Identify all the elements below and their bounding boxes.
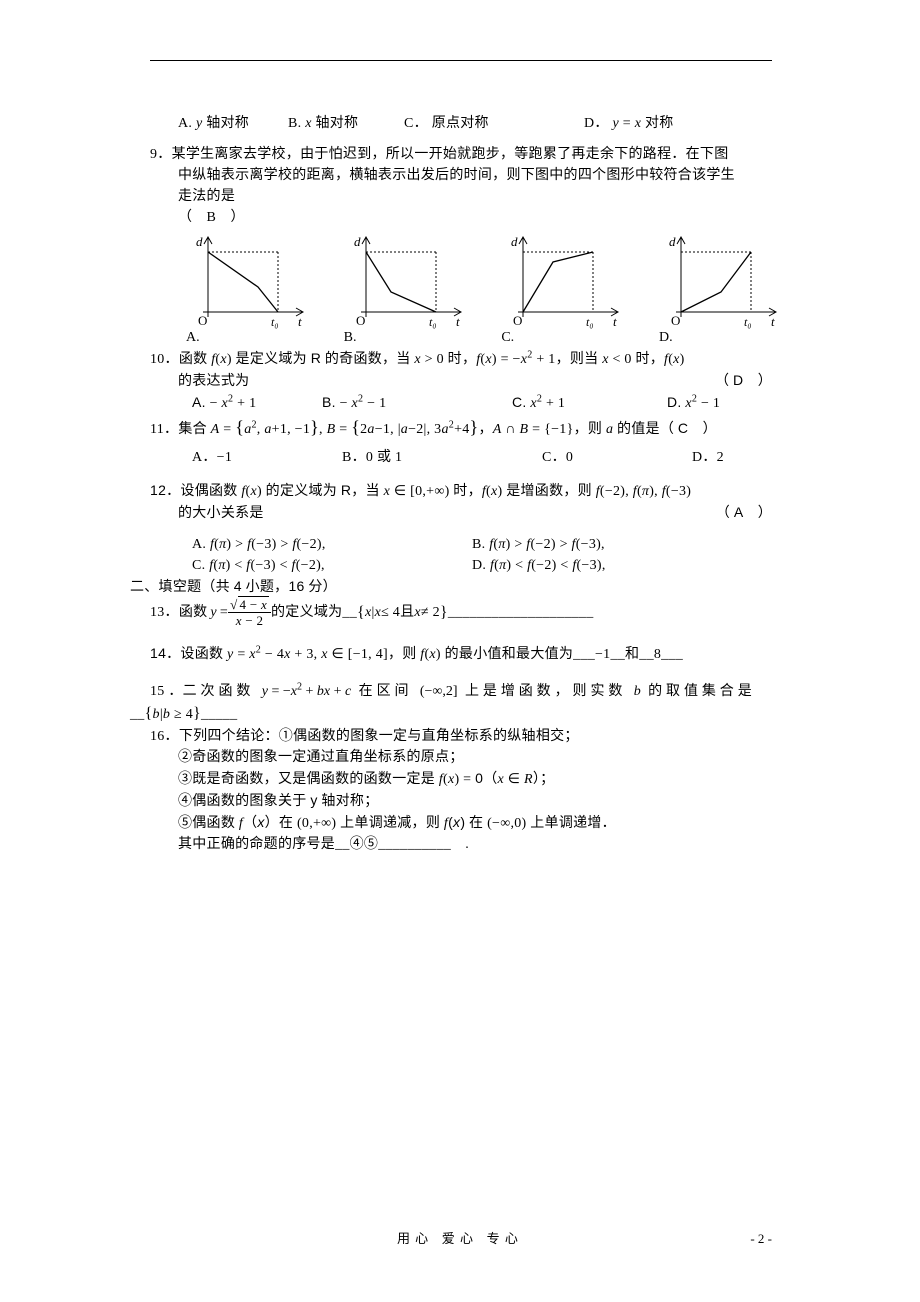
q12-opt-a: A. f(π) > f(−3) > f(−2), — [192, 534, 472, 555]
q8-opt-b: B. x 轴对称 — [288, 113, 404, 134]
blank-underline: ____________________ — [448, 602, 594, 623]
svg-text:t₀: t₀ — [271, 315, 279, 329]
page-footer: 用心 爱心 专心 — [0, 1228, 920, 1247]
question-number: 14． — [150, 645, 180, 661]
svg-text:t: t — [456, 314, 460, 329]
page-number: - 2 - — [750, 1231, 772, 1247]
q12-opt-c: C. f(π) < f(−3) < f(−2), — [192, 555, 472, 576]
svg-text:O: O — [513, 313, 522, 328]
q16-lead: 下列四个结论：①偶函数的图象一定与直角坐标系的纵轴相交； — [179, 729, 579, 744]
svg-text:d: d — [511, 234, 518, 249]
q12-stem: 12．设偶函数 f(x) 的定义域为 R，当 x ∈ [0,+∞) 时，f(x)… — [150, 480, 772, 502]
q10-options: A. − x2 + 1 B. − x2 − 1 C. x2 + 1 D. x2 … — [150, 392, 772, 414]
option-label: A. — [178, 116, 192, 131]
q12-opt-b: B. f(π) > f(−2) > f(−3), — [472, 534, 605, 555]
graph-label: D. — [659, 330, 673, 346]
q11-opt-d: D．2 — [692, 447, 724, 468]
q10-opt-b: B. − x2 − 1 — [322, 392, 512, 414]
svg-text:O: O — [356, 313, 365, 328]
svg-text:t₀: t₀ — [429, 315, 437, 329]
top-rule — [150, 60, 772, 61]
q10-stem: 10．函数 f(x) 是定义域为 R 的奇函数，当 x > 0 时，f(x) =… — [150, 348, 772, 370]
q9-graphs: d O t₀ t A. d — [178, 232, 786, 346]
svg-text:O: O — [198, 313, 207, 328]
question-number: 9． — [150, 147, 172, 162]
option-label: C． — [404, 116, 428, 131]
q13: 13． 函数 y = √4 − x x − 2 的定义域为__ {x|x ≤ 4… — [150, 598, 772, 627]
q16-l4: ④偶函数的图象关于 y 轴对称； — [150, 790, 772, 812]
option-label: B. — [322, 394, 336, 410]
graph-label: B. — [344, 330, 357, 346]
q9-answer: （ B ） — [150, 207, 772, 228]
q16-l2: ②奇函数的图象一定通过直角坐标系的原点； — [150, 747, 772, 768]
svg-text:t: t — [771, 314, 775, 329]
fraction: √4 − x x − 2 — [228, 598, 271, 627]
q9-stem-l3: 走法的是 — [150, 186, 772, 207]
q12-opt-d: D. f(π) < f(−2) < f(−3), — [472, 555, 606, 576]
question-number: 16． — [150, 729, 179, 744]
q16-answer: ④⑤ — [350, 837, 379, 852]
q11-opt-c: C．0 — [542, 447, 692, 468]
q10-opt-a: A. − x2 + 1 — [192, 392, 322, 414]
option-label: D. — [667, 394, 682, 410]
option-label: A． — [192, 450, 217, 465]
question-number: 10． — [150, 352, 179, 367]
question-number: 13． — [150, 602, 179, 623]
q14: 14．设函数 y = x2 − 4x + 3, x ∈ [−1, 4]，则 f(… — [150, 643, 772, 665]
q9-stem: 9．某学生离家去学校，由于怕迟到，所以一开始就跑步，等跑累了再走余下的路程．在下… — [150, 144, 772, 165]
svg-text:d: d — [669, 234, 676, 249]
q12-opts-row2: C. f(π) < f(−3) < f(−2), D. f(π) < f(−2)… — [150, 555, 772, 576]
q9-stem-l2: 中纵轴表示离学校的距离，横轴表示出发后的时间，则下图中的四个图形中较符合该学生 — [150, 165, 772, 186]
answer-label: （ D ） — [715, 370, 772, 392]
option-label: B. — [288, 116, 301, 131]
svg-text:d: d — [196, 234, 203, 249]
q10-opt-c: C. x2 + 1 — [512, 392, 667, 414]
option-label: D． — [692, 450, 717, 465]
graph-label: A. — [186, 330, 200, 346]
q11-opt-b: B．0 或 1 — [342, 447, 542, 468]
question-number: 15 ． — [150, 684, 183, 699]
answer-label: （ A ） — [716, 502, 772, 524]
svg-text:t₀: t₀ — [586, 315, 594, 329]
svg-text:t: t — [613, 314, 617, 329]
q11-opt-a: A．−1 — [192, 447, 342, 468]
blank-underline: __________ . — [378, 837, 469, 852]
q15-l1: 15 ．二次函数 y = −x2 + bx + c 在区间 (−∞,2] 上是增… — [150, 681, 772, 702]
question-number: 11． — [150, 422, 178, 437]
q15-l2: __{b|b ≥ 4}_____ — [130, 702, 772, 726]
svg-text:t: t — [298, 314, 302, 329]
option-label: C. — [512, 394, 527, 410]
q12-opts-row1: A. f(π) > f(−3) > f(−2), B. f(π) > f(−2)… — [150, 534, 772, 555]
q12-stem-l2: 的大小关系是 （ A ） — [150, 502, 772, 524]
graph-label: C. — [501, 330, 514, 346]
q8-opt-d: D． y = x 对称 — [584, 113, 674, 134]
option-label: B． — [342, 450, 366, 465]
q11-stem: 11．集合 A = {a2, a+1, −1}, B = {2a−1, |a−2… — [150, 414, 772, 441]
page-content: A. y 轴对称 B. x 轴对称 C． 原点对称 D． y = x 对称 9．… — [0, 0, 920, 855]
q16-concl: 其中正确的命题的序号是__④⑤__________ . — [150, 834, 772, 855]
q9-graph-d: d O t₀ t D. — [651, 232, 786, 346]
q9-graph-a: d O t₀ t A. — [178, 232, 313, 346]
q16-l5: ⑤偶函数 f（x）在 (0,+∞) 上单调递减，则 f(x) 在 (−∞,0) … — [150, 812, 772, 834]
option-label: D． — [584, 116, 609, 131]
svg-text:O: O — [671, 313, 680, 328]
option-label: C． — [542, 450, 566, 465]
section-2-title: 二、填空题（共 4 小题，16 分） — [130, 576, 772, 598]
q9-graph-b: d O t₀ t B. — [336, 232, 471, 346]
stem-tail: 的表达式为 — [178, 371, 715, 392]
svg-text:d: d — [354, 234, 361, 249]
q8-opt-c: C． 原点对称 — [404, 113, 584, 134]
question-number: 12． — [150, 482, 180, 498]
q16-l3: ③既是奇函数，又是偶函数的函数一定是 f(x) = 0（x ∈ R）； — [150, 768, 772, 790]
svg-text:t₀: t₀ — [744, 315, 752, 329]
q16-l1: 16．下列四个结论：①偶函数的图象一定与直角坐标系的纵轴相交； — [150, 726, 772, 747]
q11-options: A．−1 B．0 或 1 C．0 D．2 — [150, 447, 772, 468]
q9-graph-c: d O t₀ t C. — [493, 232, 628, 346]
q8-options: A. y 轴对称 B. x 轴对称 C． 原点对称 D． y = x 对称 — [150, 113, 772, 134]
answer-label: （ B ） — [178, 210, 245, 225]
q10-opt-d: D. x2 − 1 — [667, 392, 720, 414]
option-label: A. — [192, 394, 206, 410]
q8-opt-a: A. y 轴对称 — [178, 113, 288, 134]
q10-stem-l2: 的表达式为 （ D ） — [150, 370, 772, 392]
